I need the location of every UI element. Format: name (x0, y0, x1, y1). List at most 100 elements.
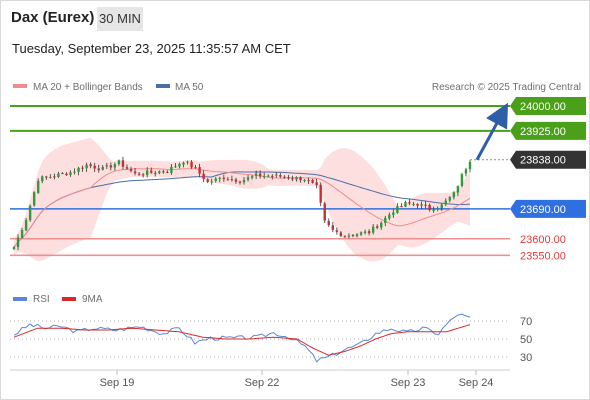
candle-body (198, 167, 201, 174)
candle-body (194, 167, 197, 169)
candle-body (464, 169, 468, 174)
forecast-arrow-line (475, 102, 509, 161)
candle-body (65, 173, 68, 176)
candle-body (61, 173, 64, 175)
candle-body (158, 171, 161, 174)
candle-body (250, 176, 254, 178)
candle-body (343, 236, 347, 238)
candle-body (206, 179, 209, 182)
candle-body (279, 175, 282, 177)
price-levels (10, 104, 510, 257)
candle-body (416, 203, 419, 206)
candle-body (12, 247, 16, 250)
candle-body (307, 180, 310, 182)
candle-body (37, 180, 40, 193)
candle-body (392, 212, 395, 216)
candle-body (452, 192, 456, 198)
candle-body (432, 209, 435, 211)
candle-body (53, 176, 56, 178)
candle-body (303, 180, 306, 182)
candle-body (141, 174, 145, 176)
candle-body (57, 173, 60, 177)
candle-body (311, 180, 314, 183)
moving-averages (13, 168, 471, 248)
rsi-tick-label-30: 30 (520, 352, 532, 364)
time-tick-label: Sep 24 (459, 377, 494, 389)
candle-body (137, 173, 141, 175)
candle-body (444, 200, 447, 205)
candle-body (323, 203, 326, 221)
candle-body (154, 172, 157, 174)
candle-body (299, 177, 302, 181)
rsi-ma-line (13, 324, 471, 356)
candle-body (214, 178, 217, 181)
level-tag-24000.00 (510, 96, 586, 115)
time-axis: Sep 19 Sep 22 Sep 23 Sep 24 (100, 370, 494, 389)
candle-body (275, 174, 278, 176)
level-label-23600.00: 23600.00 (520, 234, 566, 246)
candle-body (133, 171, 137, 174)
ma20-line (13, 168, 471, 248)
forecast-arrow (475, 102, 509, 161)
candle-body (178, 163, 181, 167)
candle-body (166, 171, 169, 173)
candle-body (202, 173, 205, 180)
candle-body (174, 166, 177, 168)
candle-body (210, 181, 213, 183)
bollinger-band-area (14, 137, 470, 262)
candle-body (69, 172, 72, 176)
candle-body (170, 166, 173, 173)
candle-body (339, 232, 343, 236)
candle-body (49, 176, 52, 178)
candle-body (41, 176, 44, 182)
chart-datetime: Tuesday, September 23, 2025 11:35:57 AM … (12, 41, 291, 56)
candle-body (117, 160, 121, 165)
candle-body (101, 166, 104, 170)
candle-body (283, 176, 286, 178)
level-label-23838.00: 23838.00 (520, 155, 566, 167)
candle-body (287, 177, 290, 179)
candle-body (367, 231, 371, 234)
candle-body (351, 234, 355, 236)
candle-body (230, 179, 234, 181)
candle-body (460, 174, 464, 186)
candle-body (295, 177, 298, 180)
candle-body (359, 232, 363, 235)
bollinger-bands (14, 137, 470, 262)
candle-body (468, 161, 472, 170)
timeframe-selector[interactable]: 30 MIN (97, 7, 143, 31)
candle-body (32, 192, 36, 206)
candle-body (371, 226, 375, 233)
candle-body (238, 181, 242, 183)
candle-body (145, 170, 149, 175)
candle-body (222, 177, 226, 180)
copyright-label: Research © 2025 Trading Central (432, 82, 581, 93)
candle-body (81, 167, 84, 169)
rsi-ma-legend-label: 9MA (82, 294, 103, 305)
candle-body (150, 170, 153, 173)
candle-body (254, 173, 258, 176)
candle-body (335, 230, 339, 232)
candle-body (456, 186, 460, 193)
candle-body (319, 184, 322, 203)
candle-body (331, 225, 334, 230)
candle-body (375, 226, 379, 228)
rsi-legend-label: RSI (33, 294, 50, 305)
candle-body (408, 202, 411, 204)
candlesticks (12, 156, 472, 251)
time-tick-label: Sep 22 (245, 377, 280, 389)
candle-body (291, 178, 294, 180)
candle-body (363, 231, 367, 233)
candle-body (436, 208, 439, 210)
level-label-24000.00: 24000.00 (520, 101, 566, 113)
candle-body (404, 202, 407, 207)
candle-body (77, 167, 80, 172)
candle-body (327, 221, 330, 226)
candle-body (242, 179, 246, 183)
level-label-23690.00: 23690.00 (520, 204, 566, 216)
time-tick-label: Sep 19 (100, 377, 135, 389)
candle-body (105, 165, 109, 167)
candle-body (412, 204, 415, 206)
candle-body (440, 204, 443, 208)
